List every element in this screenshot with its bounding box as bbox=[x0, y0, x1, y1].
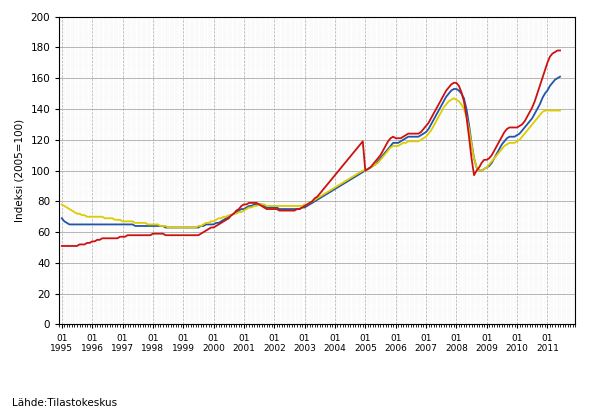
Vientilikevaihto bbox=[493, 144, 500, 149]
Koko likevaihto bbox=[524, 122, 531, 127]
Kotimaan likevaihto bbox=[164, 225, 171, 230]
Kotimaan likevaihto bbox=[526, 125, 533, 130]
Vientilikevaihto bbox=[554, 48, 561, 53]
Vientilikevaihto bbox=[521, 119, 528, 124]
Kotimaan likevaihto bbox=[556, 108, 563, 113]
Kotimaan likevaihto bbox=[498, 146, 505, 151]
Koko likevaihto bbox=[58, 216, 65, 221]
Kotimaan likevaihto bbox=[450, 96, 457, 101]
Koko likevaihto bbox=[556, 74, 563, 79]
Koko likevaihto bbox=[374, 159, 381, 164]
Y-axis label: Indeksi (2005=100): Indeksi (2005=100) bbox=[15, 119, 25, 222]
Vientilikevaihto bbox=[556, 48, 563, 53]
Kotimaan likevaihto bbox=[58, 202, 65, 207]
Vientilikevaihto bbox=[124, 233, 131, 238]
Vientilikevaihto bbox=[430, 111, 437, 116]
Koko likevaihto bbox=[162, 225, 169, 230]
Kotimaan likevaihto bbox=[374, 160, 381, 165]
Kotimaan likevaihto bbox=[94, 214, 101, 219]
Vientilikevaihto bbox=[58, 243, 65, 248]
Line: Kotimaan likevaihto: Kotimaan likevaihto bbox=[62, 98, 560, 228]
Text: Lähde:Tilastokeskus: Lähde:Tilastokeskus bbox=[12, 398, 117, 408]
Kotimaan likevaihto bbox=[124, 219, 131, 224]
Line: Vientilikevaihto: Vientilikevaihto bbox=[62, 50, 560, 246]
Vientilikevaihto bbox=[372, 159, 379, 164]
Vientilikevaihto bbox=[94, 237, 101, 242]
Koko likevaihto bbox=[94, 222, 101, 227]
Koko likevaihto bbox=[124, 222, 131, 227]
Koko likevaihto bbox=[432, 113, 439, 118]
Koko likevaihto bbox=[496, 146, 503, 151]
Kotimaan likevaihto bbox=[432, 119, 439, 124]
Line: Koko likevaihto: Koko likevaihto bbox=[62, 77, 560, 228]
